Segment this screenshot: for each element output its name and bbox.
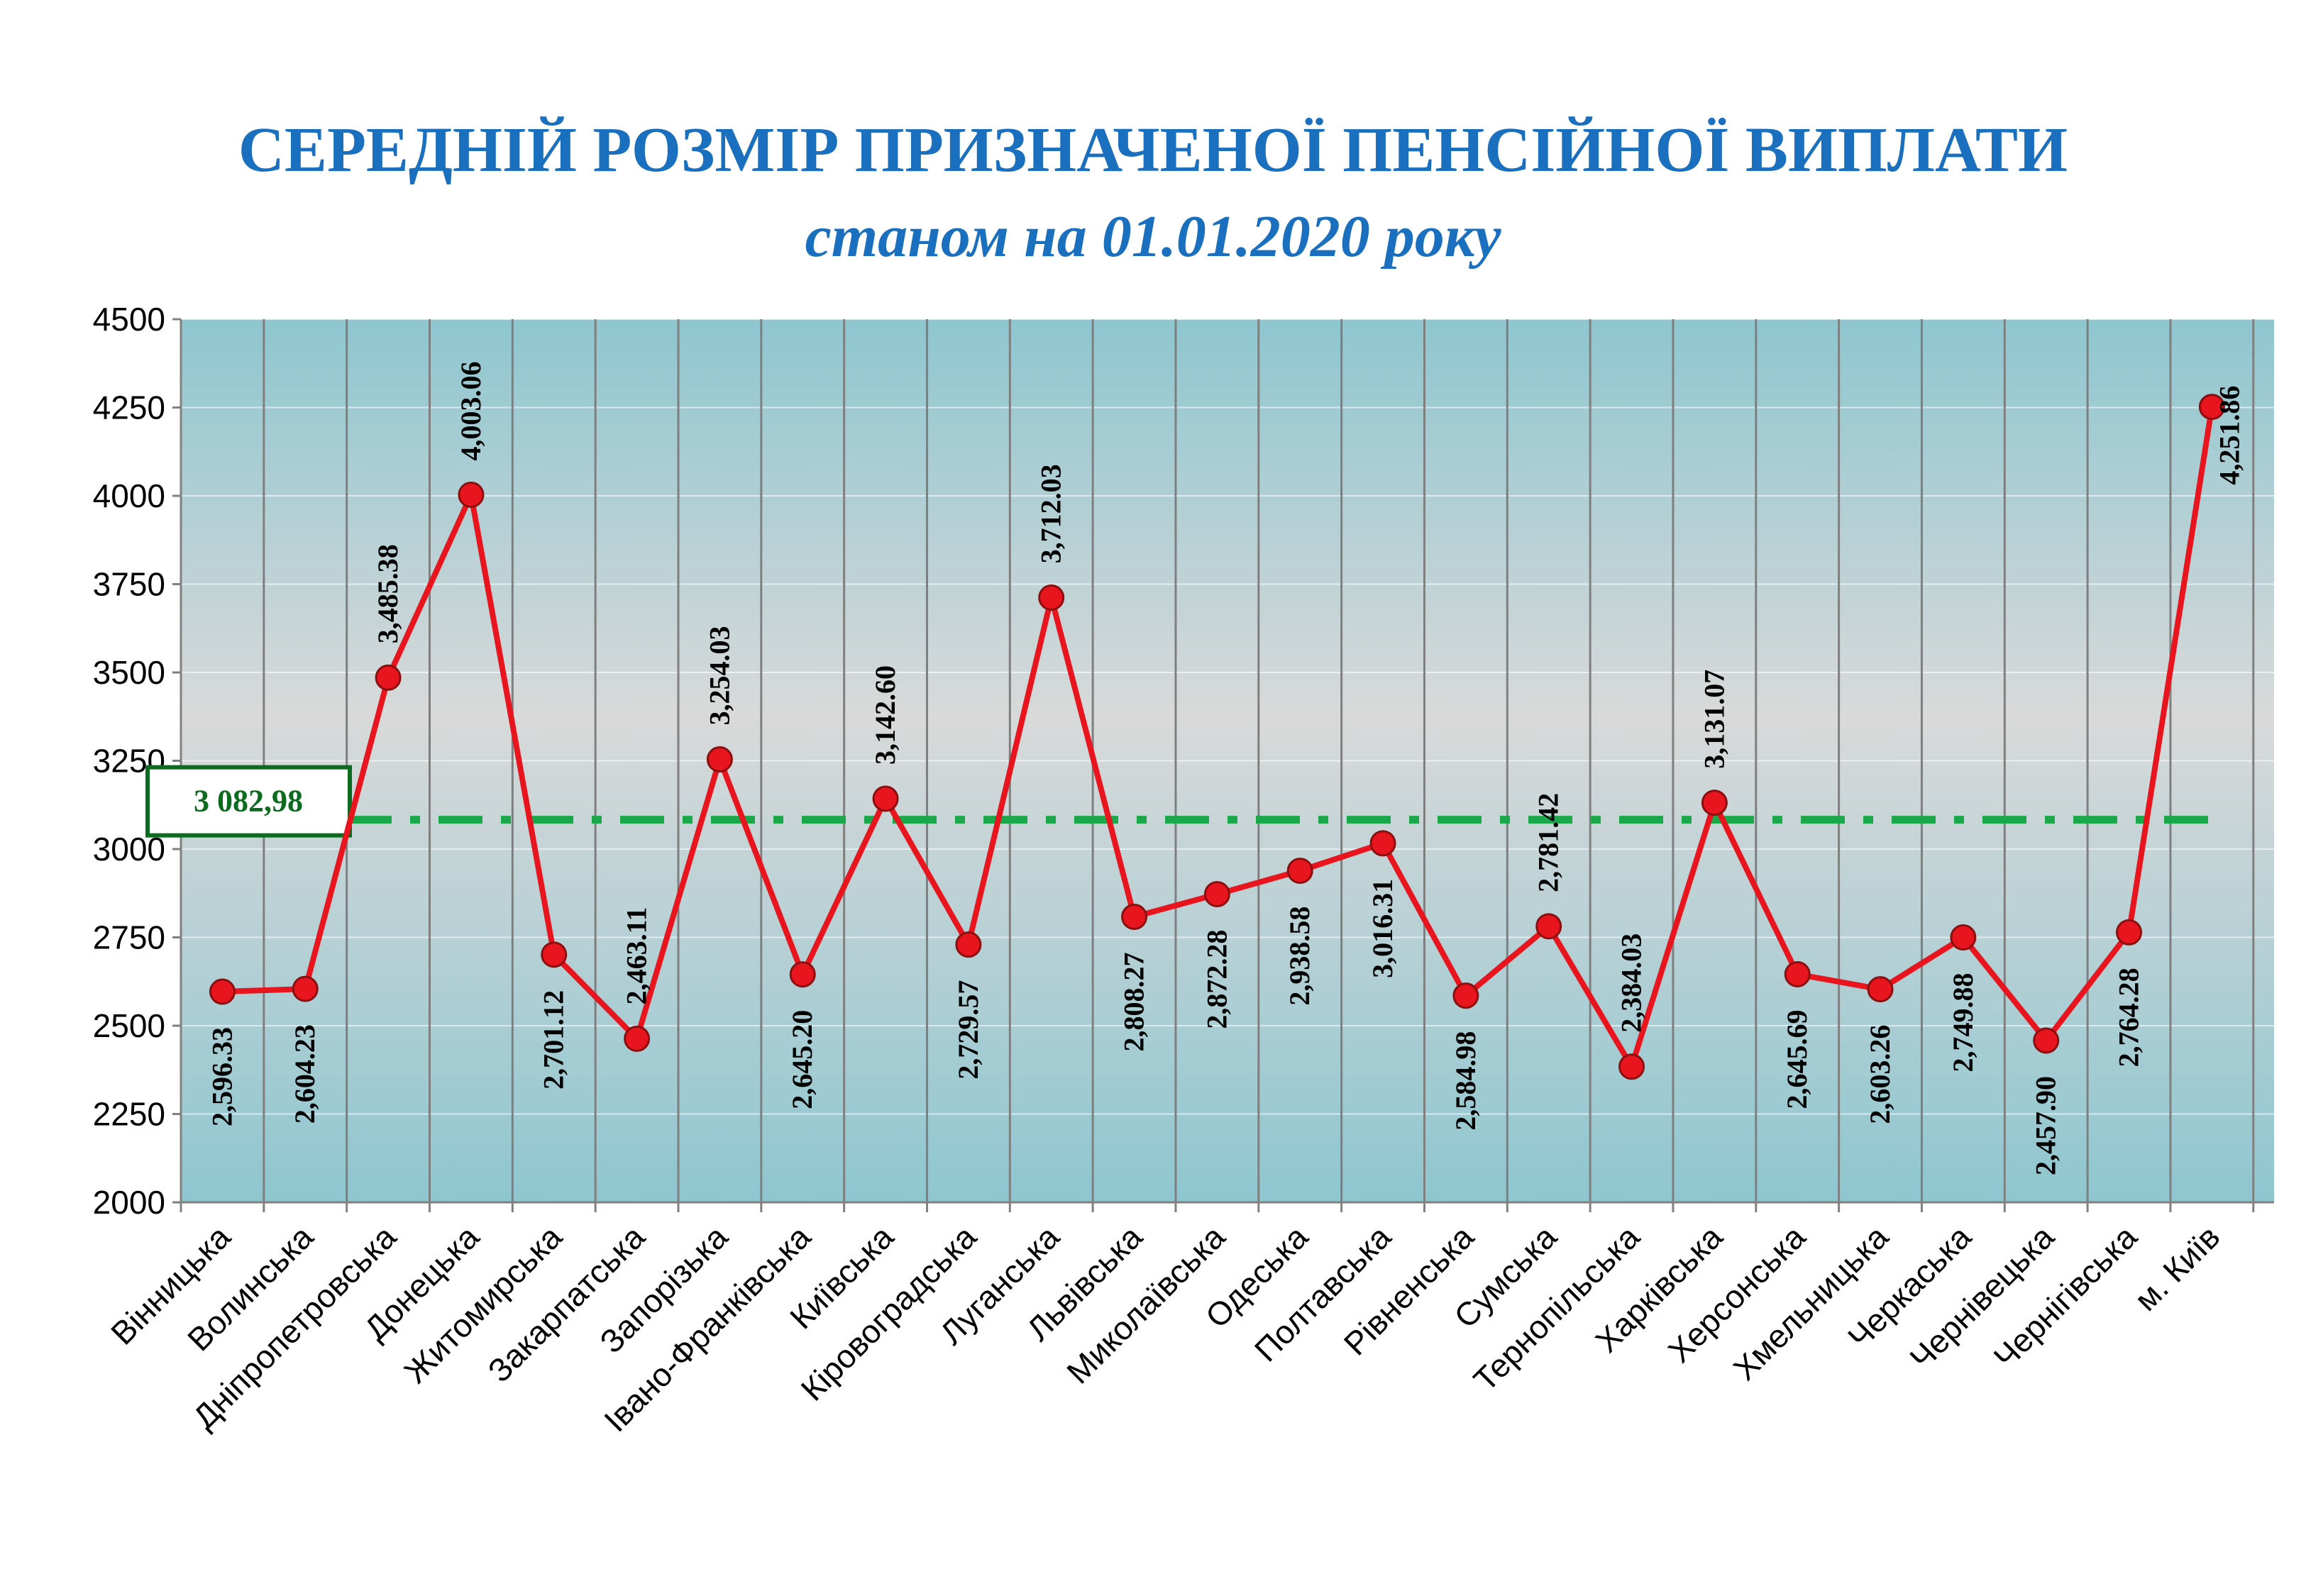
data-label: 2,764.28 <box>2113 968 2145 1067</box>
data-label: 2,749.88 <box>1947 973 1979 1073</box>
data-point <box>1286 858 1313 885</box>
y-tick-label: 3500 <box>93 654 165 691</box>
data-point <box>375 664 402 691</box>
category-label: Чернівецька <box>1902 1218 2061 1377</box>
y-tick-label: 2250 <box>93 1096 165 1133</box>
data-point <box>706 746 733 772</box>
data-point <box>1950 924 1977 951</box>
y-tick-label: 4500 <box>93 301 165 338</box>
data-label: 2,463.11 <box>621 907 653 1005</box>
average-label: 3 082,98 <box>194 784 303 819</box>
data-point <box>458 481 485 508</box>
data-label: 2,645.69 <box>1781 1009 1813 1109</box>
data-label: 2,729.57 <box>952 980 984 1080</box>
data-point <box>955 931 982 958</box>
series-layer <box>209 394 2225 1080</box>
data-point <box>1369 830 1396 857</box>
data-point <box>541 941 568 968</box>
data-label: 2,938.58 <box>1284 907 1315 1006</box>
average-label-box <box>145 765 352 838</box>
data-label: 2,604.23 <box>289 1024 321 1124</box>
data-label: 2,596.33 <box>206 1027 238 1126</box>
data-point <box>1535 913 1562 940</box>
data-point <box>1701 789 1728 816</box>
y-tick-label: 2750 <box>93 919 165 956</box>
data-point <box>872 785 899 812</box>
data-point <box>292 975 319 1002</box>
data-point <box>1867 976 1894 1003</box>
data-label: 2,781.42 <box>1533 793 1565 892</box>
axis-layer: 2000225025002750300032503500375040004250… <box>93 301 2274 1221</box>
data-label: 2,701.12 <box>538 990 570 1090</box>
y-tick-label: 2000 <box>93 1184 165 1221</box>
data-label: 2,872.28 <box>1201 930 1232 1029</box>
average-layer: 3 082,98 <box>145 765 2210 838</box>
y-tick-label: 2500 <box>93 1007 165 1044</box>
data-point <box>1121 903 1148 930</box>
data-point <box>1203 881 1230 908</box>
y-tick-label: 3750 <box>93 566 165 603</box>
data-point <box>2033 1027 2060 1054</box>
data-label: 2,384.03 <box>1616 933 1648 1033</box>
data-point <box>2116 919 2143 946</box>
chart-title: СЕРЕДНІЙ РОЗМІР ПРИЗНАЧЕНОЇ ПЕНСІЙНОЇ ВИ… <box>238 115 2068 185</box>
chart-subtitle: станом на 01.01.2020 року <box>805 204 1501 270</box>
data-label: 3,131.07 <box>1698 670 1730 769</box>
data-label: 4,003.06 <box>455 361 487 460</box>
data-label: 3,142.60 <box>869 665 901 765</box>
data-label-layer: 2,596.33 2,604.23 3,485.38 4,003.06 2,701.12… <box>206 361 2245 1175</box>
data-point <box>789 961 816 988</box>
grid-layer <box>180 318 2274 1203</box>
data-point <box>1452 982 1479 1009</box>
data-point <box>624 1025 651 1052</box>
data-label: 3,485.38 <box>372 544 404 643</box>
data-label: 3,712.03 <box>1035 464 1067 563</box>
y-tick-label: 4000 <box>93 477 165 514</box>
data-point <box>209 978 236 1005</box>
data-point <box>1784 960 1811 987</box>
y-tick-label: 4250 <box>93 389 165 426</box>
data-label: 2,457.90 <box>2030 1076 2062 1175</box>
data-label: 2,603.26 <box>1864 1025 1896 1124</box>
data-point <box>1618 1053 1645 1080</box>
data-label: 4,251.86 <box>2213 386 2245 485</box>
data-label: 3,254.03 <box>703 626 735 725</box>
data-point <box>2198 394 2225 421</box>
data-label: 3,016.31 <box>1367 879 1399 978</box>
data-label: 2,645.20 <box>786 1010 818 1109</box>
data-label: 2,584.98 <box>1450 1031 1482 1131</box>
category-label: Чернігівська <box>1987 1218 2144 1375</box>
category-label-layer: ВінницькаВолинськаДніпропетровськаДонець… <box>104 1218 2227 1439</box>
data-label: 2,808.27 <box>1118 952 1150 1051</box>
data-point <box>1038 584 1065 611</box>
category-label: м. Київ <box>2127 1218 2227 1318</box>
